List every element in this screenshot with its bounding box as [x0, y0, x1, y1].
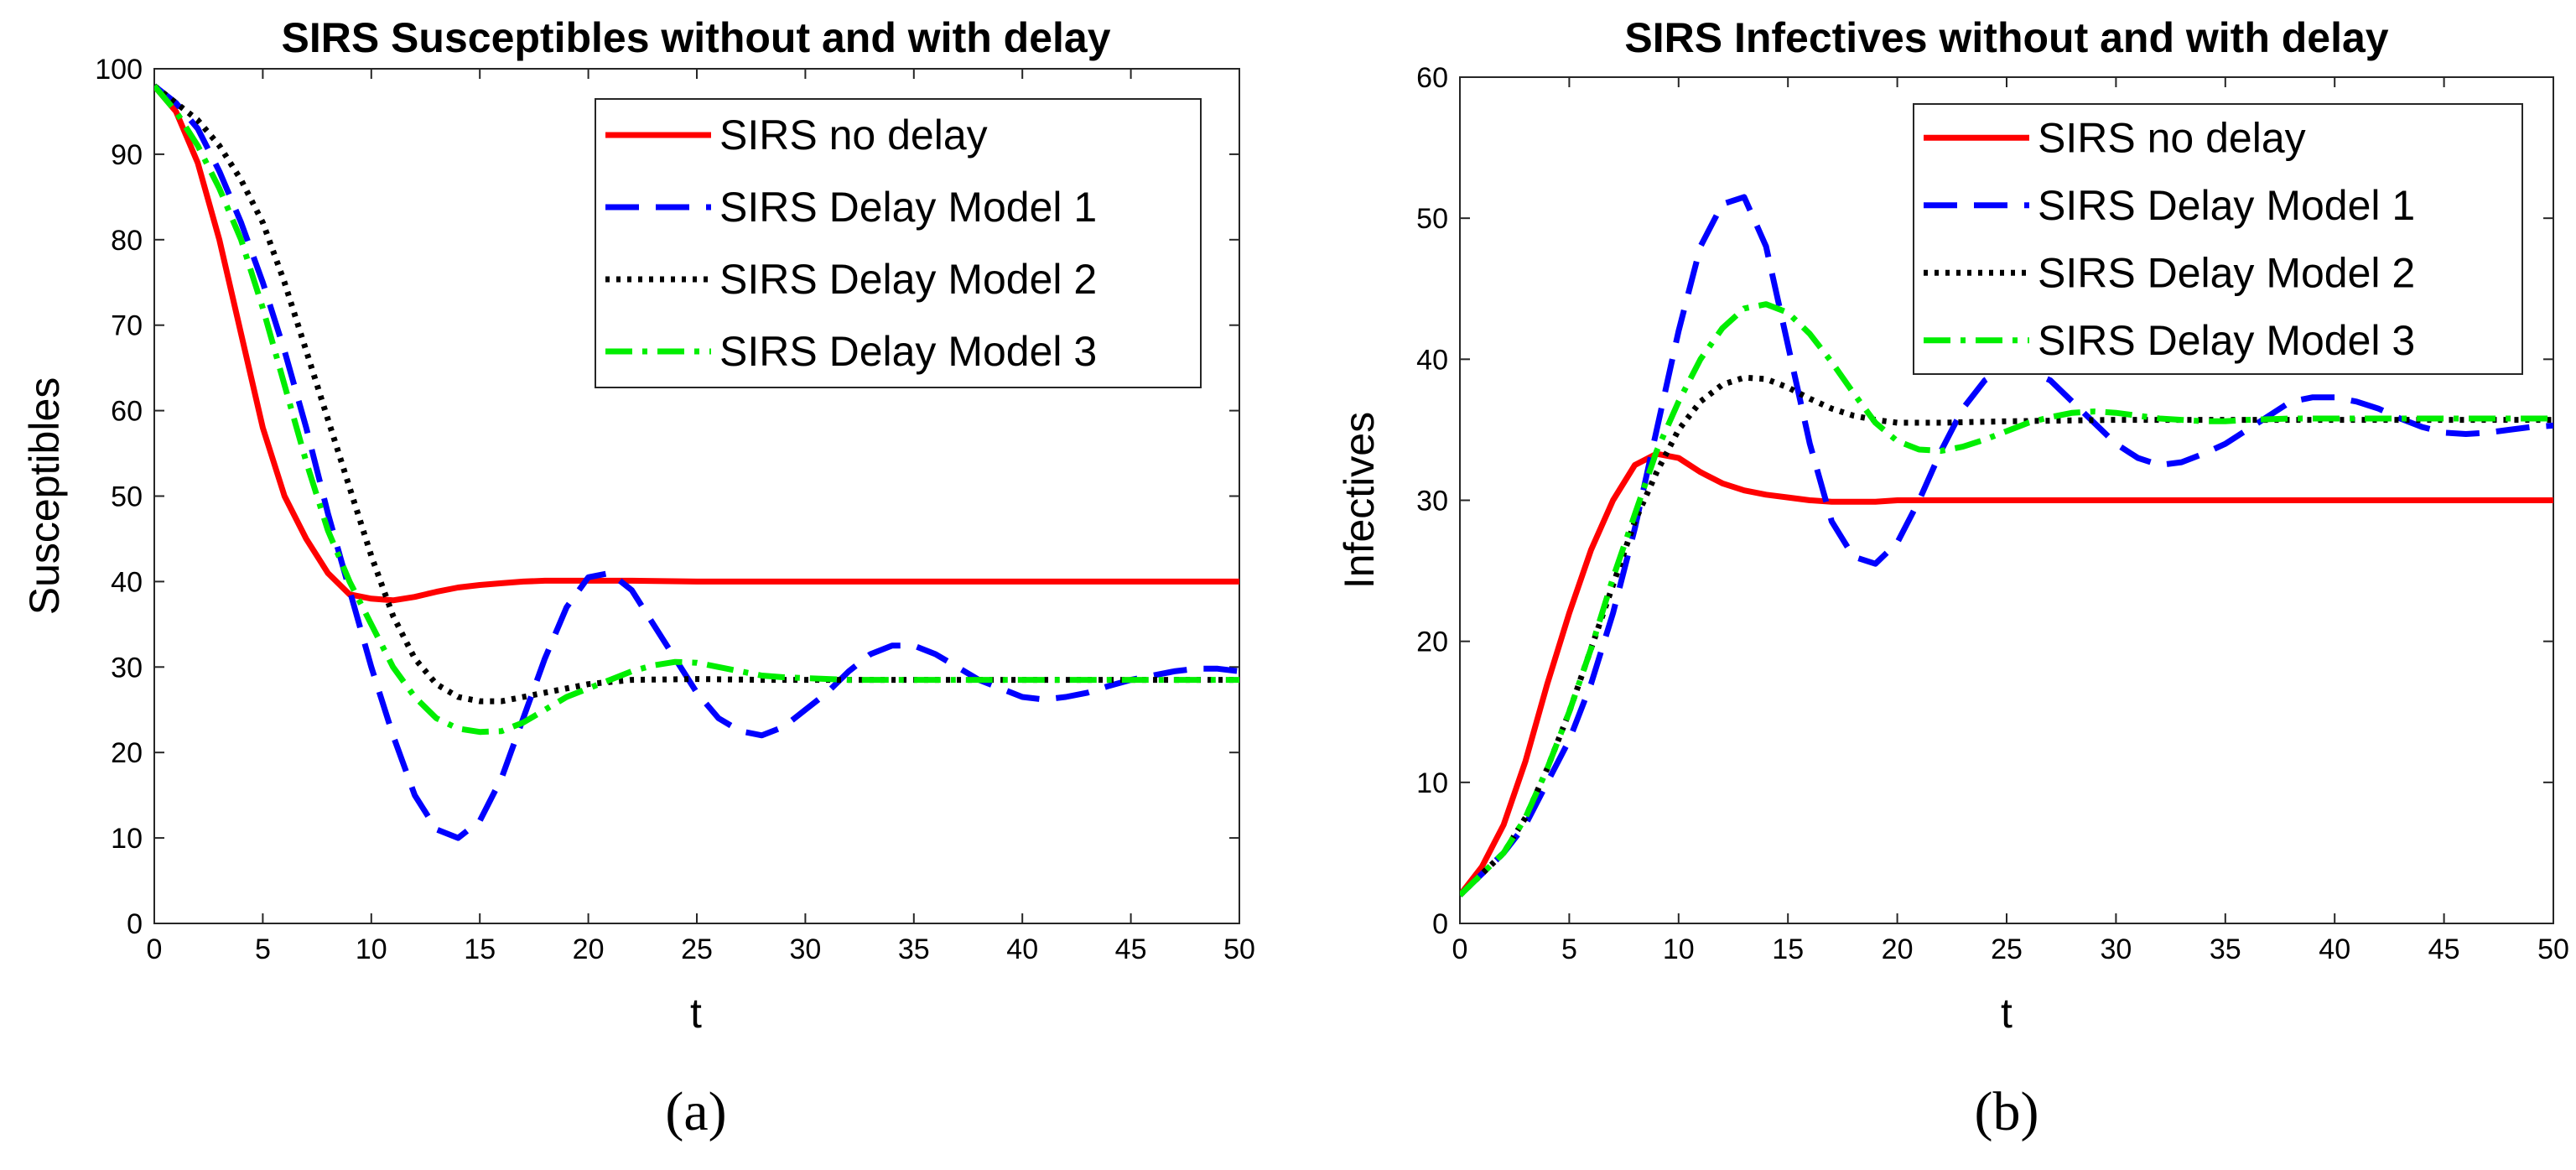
y-tick-label: 40 [1416, 344, 1448, 376]
panel-label: (a) [665, 1081, 726, 1142]
y-tick-label: 100 [95, 54, 143, 86]
legend-entry-label: SIRS Delay Model 2 [2038, 249, 2415, 296]
x-tick-label: 20 [573, 933, 605, 965]
y-tick-label: 20 [111, 737, 143, 769]
x-tick-label: 45 [1115, 933, 1147, 965]
x-tick-label: 25 [681, 933, 713, 965]
series-line-4 [154, 84, 1239, 736]
series-line-1 [1460, 450, 2553, 897]
y-tick-label: 20 [1416, 627, 1448, 658]
x-tick-label: 35 [2210, 933, 2241, 965]
legend: SIRS no delay SIRS Delay Model 1 SIRS Dela… [1913, 103, 2523, 375]
x-tick-label: 5 [1561, 933, 1577, 965]
x-tick-label: 15 [1772, 933, 1804, 965]
legend: SIRS no delay SIRS Delay Model 1 SIRS Dela… [595, 98, 1202, 388]
x-tick-label: 25 [1991, 933, 2023, 965]
x-tick-label: 50 [2537, 933, 2569, 965]
x-tick-label: 0 [1452, 933, 1468, 965]
y-tick-label: 50 [1416, 203, 1448, 235]
x-tick-label: 45 [2428, 933, 2460, 965]
y-tick-label: 60 [1416, 62, 1448, 94]
y-tick-label: 60 [111, 396, 143, 428]
series-line-4 [1460, 301, 2553, 897]
x-tick-label: 35 [898, 933, 930, 965]
x-tick-label: 50 [1223, 933, 1255, 965]
x-tick-label: 30 [789, 933, 821, 965]
susceptibles-chart: SIRS Susceptibles without and with delay… [21, 14, 1255, 1142]
y-tick-label: 70 [111, 310, 143, 342]
x-tick-label: 10 [356, 933, 387, 965]
legend-entry-label: SIRS no delay [719, 112, 988, 159]
y-tick-label: 30 [111, 652, 143, 684]
y-axis-label: Infectives [1336, 412, 1383, 589]
y-tick-label: 10 [111, 823, 143, 855]
y-tick-label: 0 [1432, 908, 1448, 940]
x-tick-label: 5 [255, 933, 271, 965]
legend-entry-label: SIRS Delay Model 3 [2038, 317, 2415, 364]
x-tick-label: 40 [1006, 933, 1038, 965]
x-axis-label: t [690, 990, 702, 1037]
x-tick-label: 15 [464, 933, 496, 965]
x-axis-label: t [2001, 990, 2012, 1037]
legend-box [595, 98, 1202, 388]
panel-label: (b) [1975, 1081, 2039, 1142]
legend-entry-label: SIRS Delay Model 1 [2038, 182, 2415, 229]
series-line-2 [154, 83, 1239, 841]
y-axis-label: Susceptibles [21, 377, 68, 616]
chart-title: SIRS Susceptibles without and with delay [281, 14, 1110, 61]
y-tick-label: 90 [111, 139, 143, 171]
y-tick-label: 0 [127, 908, 143, 940]
legend-entry-label: SIRS Delay Model 3 [719, 328, 1097, 375]
chart-title: SIRS Infectives without and with delay [1624, 14, 2388, 61]
y-tick-label: 80 [111, 225, 143, 257]
legend-entry-label: SIRS no delay [2038, 114, 2306, 161]
legend-entry-label: SIRS Delay Model 1 [719, 184, 1097, 231]
x-tick-label: 20 [1882, 933, 1914, 965]
series-line-3 [154, 83, 1239, 705]
series-group [154, 83, 1239, 841]
x-tick-label: 30 [2100, 933, 2132, 965]
x-tick-label: 0 [147, 933, 163, 965]
x-tick-label: 10 [1663, 933, 1695, 965]
y-tick-label: 40 [111, 566, 143, 598]
x-tick-label: 40 [2319, 933, 2350, 965]
series-line-1 [154, 84, 1239, 604]
y-tick-label: 30 [1416, 486, 1448, 517]
y-tick-label: 10 [1416, 767, 1448, 799]
legend-box [1913, 103, 2523, 375]
infectives-chart: SIRS Infectives without and with delay 0 5… [1336, 14, 2569, 1142]
y-tick-label: 50 [111, 481, 143, 513]
legend-entry-label: SIRS Delay Model 2 [719, 256, 1097, 303]
